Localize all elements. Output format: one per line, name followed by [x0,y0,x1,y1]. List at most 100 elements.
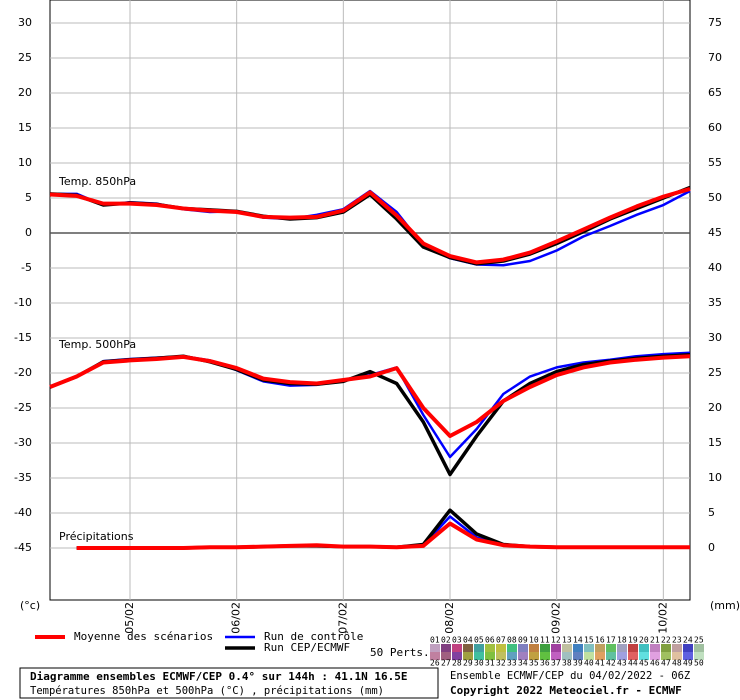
y2-tick-label: 25 [708,366,722,379]
x-tick-label: 10/02 [656,602,669,634]
legend-label: 19 [628,636,638,645]
legend-swatch [430,652,440,660]
legend-label: Run de contrôle [264,630,363,643]
y2-tick-label: 60 [708,121,722,134]
plot-frame [49,0,691,601]
legend-swatch [683,652,693,660]
legend-label: 07 [496,636,506,645]
x-tick-label: 07/02 [336,602,349,634]
legend-label: 40 [584,659,594,668]
legend-swatch [529,652,539,660]
legend-swatch [452,644,462,652]
y-tick-label: 25 [18,51,32,64]
y2-tick-label: 50 [708,191,722,204]
y-tick-label: 5 [25,191,32,204]
legend-label: 39 [573,659,583,668]
legend-swatch [441,652,451,660]
legend-swatch [650,652,660,660]
legend-label: 14 [573,636,583,645]
y2-tick-label: 0 [708,541,715,554]
legend-label: 12 [551,636,561,645]
annotation: Précipitations [59,530,134,543]
legend-swatch [639,652,649,660]
y-axis-label: (°c) [20,599,40,612]
legend-swatch [540,652,550,660]
legend-swatch [584,644,594,652]
legend-label: 46 [650,659,660,668]
annotation: Temp. 850hPa [58,175,136,188]
y2-tick-label: 70 [708,51,722,64]
legend-swatch [518,652,528,660]
legend-label: 23 [672,636,682,645]
legend-swatch [485,652,495,660]
legend-label: 15 [584,636,594,645]
x-tick-label: 06/02 [230,602,243,634]
y2-tick-label: 15 [708,436,722,449]
legend-swatch [694,652,704,660]
y2-tick-label: 75 [708,16,722,29]
legend-label: 18 [617,636,627,645]
series-line [76,521,690,550]
legend-label: 09 [518,636,528,645]
legend-swatch [518,644,528,652]
y2-tick-label: 20 [708,401,722,414]
footer-title: Diagramme ensembles ECMWF/CEP 0.4° sur 1… [30,670,408,683]
legend-label: 26 [430,659,440,668]
legend-swatch [650,644,660,652]
y2-axis-label: (mm) [710,599,740,612]
legend-label: 50 Perts. [370,646,430,659]
legend-swatch [606,644,616,652]
legend-label: 11 [540,636,550,645]
series-line [49,354,691,439]
legend-swatch [474,652,484,660]
legend-label: 08 [507,636,517,645]
legend-swatch [661,652,671,660]
legend-label: 17 [606,636,616,645]
legend-label: Run CEP/ECMWF [264,641,350,654]
legend-label: 45 [639,659,649,668]
legend-swatch [496,644,506,652]
legend-swatch [562,644,572,652]
legend-label: 50 [694,659,704,668]
legend-swatch [672,644,682,652]
legend-label: 28 [452,659,462,668]
legend-swatch [430,644,440,652]
y-tick-label: 15 [18,121,32,134]
y2-tick-label: 40 [708,261,722,274]
legend-swatch [672,652,682,660]
y-tick-label: -15 [14,331,32,344]
y-tick-label: 10 [18,156,32,169]
x-tick-label: 05/02 [123,602,136,634]
legend-swatch [562,652,572,660]
legend-swatch [628,652,638,660]
legend-label: 36 [540,659,550,668]
legend-swatch [551,652,561,660]
legend-swatch [584,652,594,660]
legend-swatch [441,644,451,652]
legend-swatch [474,644,484,652]
legend-swatch [463,644,473,652]
y2-tick-label: 55 [708,156,722,169]
y-tick-label: -45 [14,541,32,554]
y-tick-label: 30 [18,16,32,29]
legend-label: 21 [650,636,660,645]
legend-swatch [617,652,627,660]
legend-swatch [606,652,616,660]
series-line [49,186,691,265]
legend-swatch [683,644,693,652]
y2-tick-label: 5 [708,506,715,519]
legend-label: 35 [529,659,539,668]
legend-swatch [485,644,495,652]
legend-label: 10 [529,636,539,645]
y-tick-label: 20 [18,86,32,99]
legend-label: 44 [628,659,638,668]
legend-swatch [452,652,462,660]
legend-swatch [551,644,561,652]
y2-tick-label: 65 [708,86,722,99]
legend-label: 05 [474,636,484,645]
legend-swatch [617,644,627,652]
y-tick-label: -10 [14,296,32,309]
annotation: Temp. 500hPa [58,338,136,351]
legend-swatch [463,652,473,660]
